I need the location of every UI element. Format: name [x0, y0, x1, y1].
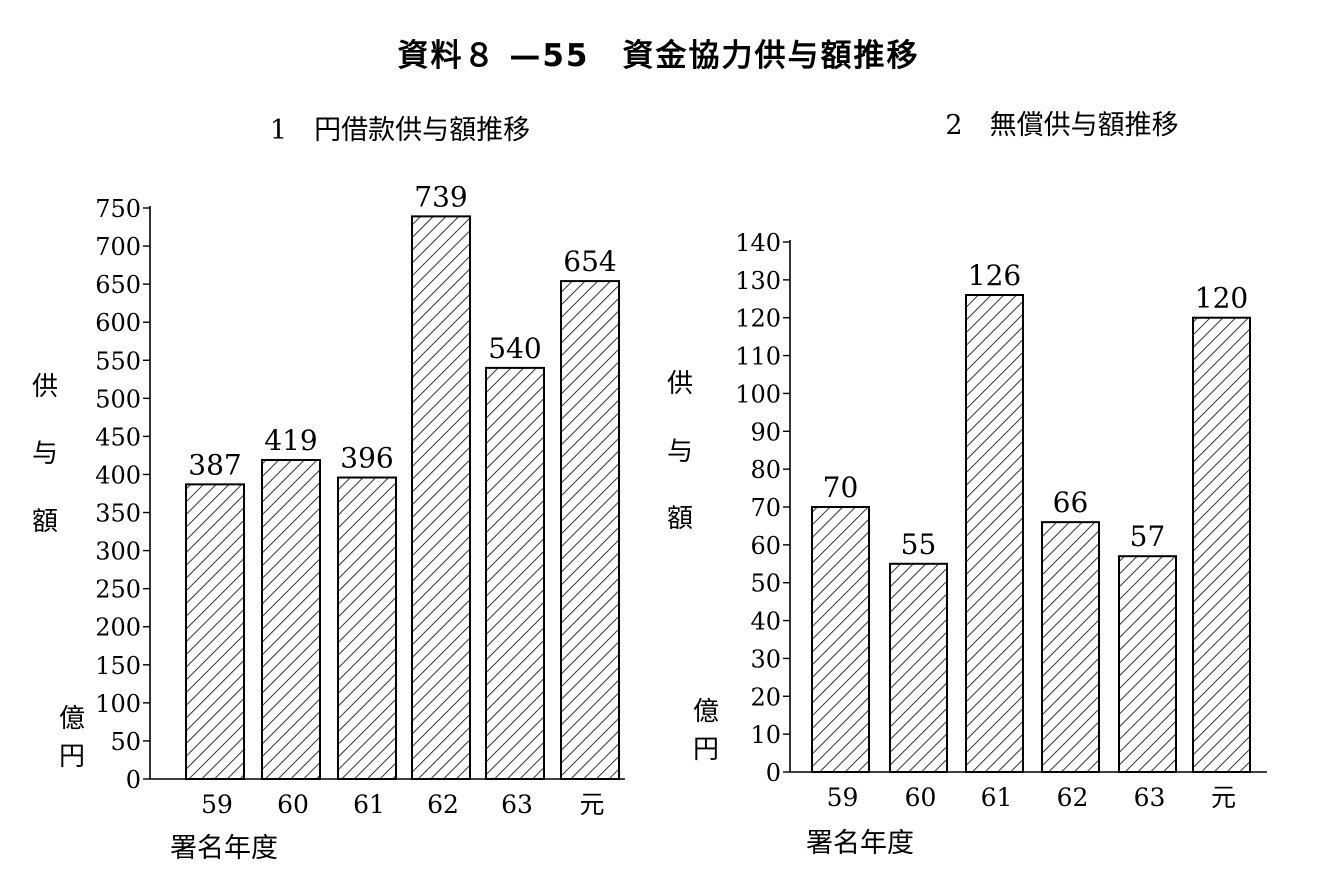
bar-value-label: 66 — [1053, 486, 1089, 519]
y-tick-label: 200 — [95, 614, 141, 642]
y-tick-label: 60 — [750, 532, 781, 560]
bar — [337, 476, 397, 780]
bar-value-label: 387 — [188, 448, 241, 481]
x-category-label: 元 — [579, 790, 604, 819]
y-tick-label: 700 — [95, 233, 141, 261]
y-unit-label: 億円 — [693, 697, 719, 765]
x-axis-label: 署名年度 — [170, 833, 278, 864]
y-axis-label-char: 与 — [32, 439, 58, 469]
y-tick-label: 650 — [95, 271, 141, 299]
y-tick-label: 0 — [126, 766, 141, 794]
chart-subtitle: 1 円借款供与額推移 — [270, 115, 530, 146]
bar-value-label: 739 — [414, 180, 467, 213]
y-tick-label: 400 — [95, 461, 141, 489]
x-category-label: 61 — [981, 783, 1013, 812]
y-unit-label-char: 円 — [693, 735, 719, 765]
y-axis-label: 供与額 — [667, 369, 693, 534]
grant-aid-chart: 2 無償供与額推移 0 10 20 30 40 50 60 70 80 90 100 110 120 130… — [667, 110, 1267, 859]
bar — [1041, 521, 1100, 774]
bar — [411, 215, 471, 780]
bar — [889, 562, 948, 773]
x-category-label: 62 — [427, 790, 459, 819]
y-axis-label-char: 額 — [667, 504, 693, 534]
y-tick-label: 130 — [735, 267, 781, 295]
y-unit-label-char: 円 — [59, 742, 85, 772]
x-category-label: 61 — [353, 790, 385, 819]
y-tick-label: 500 — [95, 385, 141, 413]
bar-value-label: 55 — [901, 528, 937, 561]
bar — [485, 366, 545, 780]
y-tick-label: 10 — [750, 721, 781, 749]
y-tick-label: 140 — [735, 229, 781, 257]
bar — [185, 483, 245, 780]
y-tick-label: 110 — [735, 343, 781, 371]
y-tick-label: 100 — [735, 380, 781, 408]
y-tick-label: 120 — [735, 305, 781, 333]
y-tick-label: 600 — [95, 309, 141, 337]
y-unit-label-char: 億 — [693, 697, 719, 727]
y-tick-label: 150 — [95, 652, 141, 680]
bar-value-label: 654 — [563, 245, 616, 278]
y-tick-label: 100 — [95, 690, 141, 718]
bar — [965, 294, 1024, 773]
y-tick-label: 50 — [110, 728, 141, 756]
bar — [811, 506, 870, 773]
bar-value-label: 419 — [264, 424, 317, 457]
bar-value-label: 126 — [968, 259, 1021, 292]
y-tick-label: 30 — [750, 645, 781, 673]
bar-value-label: 70 — [823, 471, 859, 504]
bar — [1192, 316, 1251, 773]
y-tick-label: 80 — [750, 456, 781, 484]
y-axis-label-char: 与 — [667, 437, 693, 467]
y-tick-label: 90 — [750, 418, 781, 446]
yen-loan-chart: 1 円借款供与額推移 0 50 100 150 200 250 300 350 400 450 500… — [32, 115, 625, 864]
y-tick-label: 350 — [95, 500, 141, 528]
x-category-label: 62 — [1057, 783, 1089, 812]
page-title: 資料８ —55 資金協力供与額推移 — [397, 38, 920, 74]
y-axis-label: 供与額 — [32, 372, 58, 537]
y-tick-label: 550 — [95, 347, 141, 375]
y-unit-label: 億円 — [59, 704, 85, 772]
y-tick-label: 300 — [95, 538, 141, 566]
x-category-label: 元 — [1211, 783, 1236, 812]
bar-value-label: 396 — [340, 442, 393, 475]
x-category-label: 63 — [1134, 783, 1166, 812]
y-tick-label: 40 — [750, 608, 781, 636]
bar-value-label: 540 — [488, 332, 541, 365]
bar — [1118, 555, 1177, 774]
y-tick-label: 70 — [750, 494, 781, 522]
y-axis-label-char: 供 — [32, 372, 58, 402]
bar — [560, 280, 620, 780]
x-category-label: 60 — [277, 790, 309, 819]
y-tick-label: 450 — [95, 423, 141, 451]
y-axis-label-char: 供 — [667, 369, 693, 399]
bar — [261, 459, 321, 780]
y-tick-label: 50 — [750, 570, 781, 598]
chart-subtitle: 2 無償供与額推移 — [945, 110, 1178, 141]
y-tick-label: 0 — [766, 759, 781, 787]
y-tick-label: 20 — [750, 683, 781, 711]
bar-value-label: 120 — [1195, 282, 1248, 315]
x-category-label: 59 — [201, 790, 233, 819]
x-axis-label: 署名年度 — [806, 828, 914, 859]
x-category-label: 60 — [905, 783, 937, 812]
x-category-label: 59 — [827, 783, 859, 812]
y-tick-label: 250 — [95, 576, 141, 604]
y-tick-label: 750 — [95, 195, 141, 223]
y-axis-label-char: 額 — [32, 507, 58, 537]
bar-value-label: 57 — [1130, 520, 1166, 553]
y-unit-label-char: 億 — [59, 704, 85, 734]
x-category-label: 63 — [501, 790, 533, 819]
